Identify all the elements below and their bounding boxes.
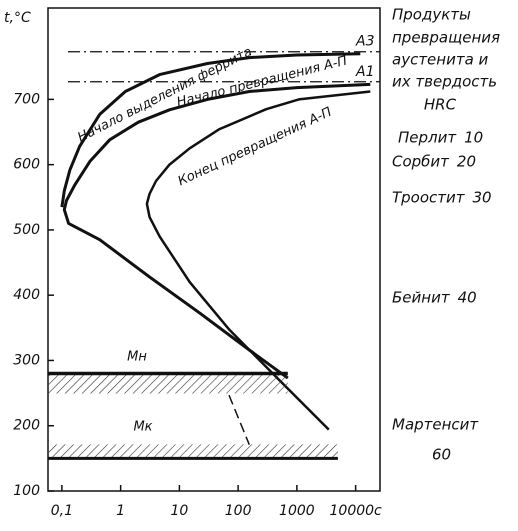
- y-tick-label: 400: [13, 287, 40, 303]
- product-hrc: 30: [473, 189, 492, 207]
- product-hrc: 60: [432, 446, 451, 464]
- curve-label: Конец превращения А-П: [176, 105, 335, 190]
- x-tick-label: 0,1: [51, 503, 73, 519]
- x-tick-label: 1000: [279, 503, 315, 519]
- y-tick-label: 300: [13, 352, 40, 368]
- x-tick-label: 10: [170, 503, 188, 519]
- y-tick-label: 600: [13, 157, 40, 173]
- products-title: Продукты: [392, 6, 471, 24]
- plot-frame: [47, 7, 381, 492]
- curve: [145, 90, 371, 431]
- products-title: их твердость: [392, 73, 497, 91]
- curve-label: Mк: [133, 420, 152, 435]
- y-tick-label: 200: [13, 418, 40, 434]
- curve: [62, 82, 371, 380]
- products-title: превращения: [392, 29, 500, 47]
- product-hrc: 10: [464, 129, 483, 147]
- product-name: Бейнит: [392, 289, 451, 307]
- product-hrc: 20: [457, 153, 476, 171]
- curve-label: Mн: [127, 350, 147, 365]
- x-tick-label: 1: [116, 503, 125, 519]
- y-tick-label: 500: [13, 222, 40, 238]
- products-title: HRC: [424, 96, 457, 114]
- critical-label: A3: [355, 34, 374, 50]
- y-axis-label: t,°C: [4, 10, 31, 26]
- y-tick-label: 700: [13, 91, 40, 107]
- x-tick-label: 100: [225, 503, 252, 519]
- product-name: Сорбит: [392, 153, 450, 171]
- x-tick-label: 10000c: [330, 503, 383, 519]
- hatch-area: [48, 373, 288, 394]
- curve: [228, 394, 250, 445]
- critical-label: A1: [355, 64, 374, 80]
- products-title: аустенита и: [392, 51, 489, 69]
- hatch-area: [48, 444, 338, 459]
- product-name: Мартенсит: [392, 416, 479, 434]
- product-hrc: 40: [458, 289, 477, 307]
- curve: [60, 52, 361, 208]
- product-name: Перлит: [398, 129, 457, 147]
- y-tick-label: 100: [13, 483, 40, 499]
- product-name: Троостит: [392, 189, 466, 207]
